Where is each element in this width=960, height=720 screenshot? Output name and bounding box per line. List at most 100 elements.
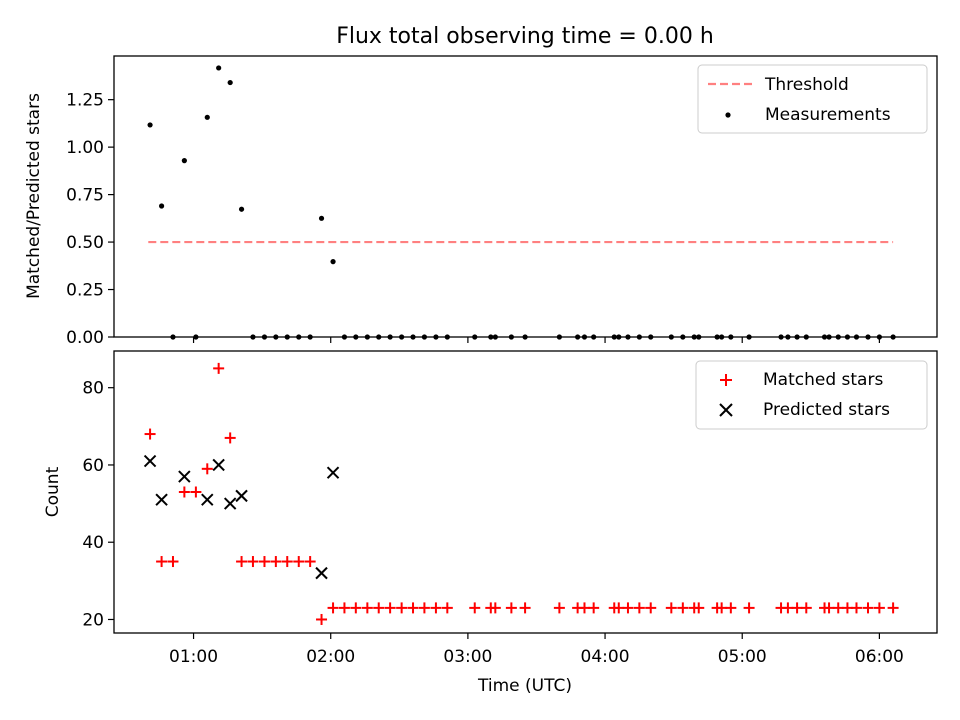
- matched-star-point: [645, 602, 657, 614]
- legend-matched-swatch: [720, 374, 732, 386]
- matched-star-point: [270, 556, 282, 568]
- measurement-point: [472, 334, 478, 340]
- measurement-point: [668, 334, 674, 340]
- measurement-point: [147, 122, 153, 128]
- matched-star-point: [247, 556, 259, 568]
- measurement-point: [648, 334, 654, 340]
- matched-star-point: [167, 556, 179, 568]
- measurement-point: [853, 334, 860, 340]
- matched-star-point: [823, 602, 835, 614]
- measurement-point: [193, 334, 199, 340]
- top-x-ticks: [192, 337, 880, 343]
- measurement-point: [410, 334, 416, 340]
- measurement-point: [865, 334, 871, 340]
- measurement-point: [227, 79, 233, 86]
- measurement-point: [581, 334, 588, 340]
- matched-star-point: [832, 602, 844, 614]
- measurement-point: [778, 334, 784, 340]
- matched-star-point: [281, 556, 293, 568]
- legend-threshold-label: Threshold: [764, 75, 849, 95]
- matched-star-point: [850, 602, 862, 614]
- measurement-point: [719, 334, 725, 340]
- top-y-tick-label: 1.00: [66, 138, 104, 158]
- matched-star-point: [800, 602, 812, 614]
- matched-star-point: [201, 463, 213, 475]
- matched-star-point: [384, 602, 396, 614]
- measurement-point: [204, 114, 210, 120]
- measurement-point: [444, 334, 450, 340]
- measurement-point: [296, 334, 302, 340]
- measurement-point: [318, 215, 325, 221]
- measurement-point: [273, 334, 279, 340]
- legend-matched-label: Matched stars: [763, 370, 883, 390]
- bottom-legend-box: [695, 360, 928, 430]
- matched-star-point: [373, 602, 385, 614]
- top-points-layer: [147, 65, 896, 340]
- matched-star-point: [213, 362, 225, 374]
- measurement-point: [508, 334, 514, 340]
- matched-star-point: [862, 602, 874, 614]
- top-legend-box: [697, 64, 928, 134]
- matched-star-point: [519, 602, 531, 614]
- matched-star-point: [144, 428, 156, 440]
- bottom-x-tick-label: 02:00: [306, 647, 355, 667]
- predicted-star-point: [201, 493, 214, 506]
- bottom-y-tick-label: 60: [82, 456, 104, 476]
- top-y-tick-label: 0.50: [66, 233, 104, 253]
- figure-title: Flux total observing time = 0.00 h: [336, 24, 714, 49]
- matched-star-point: [489, 602, 501, 614]
- measurement-point: [835, 334, 841, 340]
- measurement-point: [353, 334, 359, 340]
- matched-star-point: [613, 602, 625, 614]
- matched-star-point: [338, 602, 350, 614]
- top-y-tick-label: 0.00: [66, 328, 104, 348]
- predicted-star-point: [326, 466, 340, 479]
- matched-star-point: [469, 602, 481, 614]
- matched-star-point: [693, 602, 705, 614]
- bottom-legend: Matched stars Predicted stars: [695, 360, 928, 430]
- matched-star-point: [441, 602, 453, 614]
- measurement-point: [522, 334, 528, 340]
- bottom-y-tick-label: 20: [82, 610, 104, 630]
- measurement-point: [421, 334, 428, 340]
- measurement-point: [284, 334, 290, 340]
- bottom-y-ticks: 20 40 60 80: [82, 379, 114, 630]
- measurement-point: [591, 334, 597, 340]
- measurement-point: [611, 334, 617, 340]
- predicted-star-point: [178, 470, 191, 483]
- matched-star-point: [677, 602, 689, 614]
- top-panel: 0.00 0.25 0.50 0.75 1.00 1.25 Matched/Predict…: [24, 55, 938, 348]
- matched-star-point: [236, 556, 248, 568]
- measurement-point: [250, 334, 256, 340]
- bottom-x-tick-label: 06:00: [855, 647, 904, 667]
- top-y-tick-label: 0.75: [66, 186, 104, 206]
- bottom-x-tick-label: 05:00: [718, 647, 767, 667]
- bottom-points-layer: [143, 362, 899, 625]
- measurement-point: [890, 334, 896, 340]
- matched-star-point: [178, 486, 190, 498]
- matched-star-point: [224, 432, 236, 444]
- measurement-point: [636, 334, 642, 340]
- matched-star-point: [430, 602, 442, 614]
- matched-star-point: [716, 602, 728, 614]
- measurement-point: [575, 334, 581, 340]
- measurement-point: [158, 203, 165, 209]
- legend-predicted-swatch: [719, 403, 733, 417]
- matched-star-point: [887, 602, 899, 614]
- predicted-star-point: [223, 497, 237, 510]
- measurement-point: [696, 334, 702, 340]
- measurement-point: [433, 334, 439, 340]
- bottom-plot-frame: [113, 350, 938, 634]
- bottom-x-ticks: 01:00 02:00 03:00 04:00 05:00 06:00: [169, 633, 904, 667]
- measurement-point: [785, 334, 791, 340]
- matched-star-point: [396, 602, 408, 614]
- matched-star-point: [361, 602, 373, 614]
- predicted-star-point: [143, 454, 157, 468]
- top-y-ticks: 0.00 0.25 0.50 0.75 1.00 1.25: [66, 91, 114, 348]
- measurement-point: [876, 334, 882, 340]
- measurement-point: [376, 334, 382, 340]
- bottom-y-tick-label: 80: [82, 379, 104, 399]
- bottom-x-tick-label: 04:00: [581, 647, 630, 667]
